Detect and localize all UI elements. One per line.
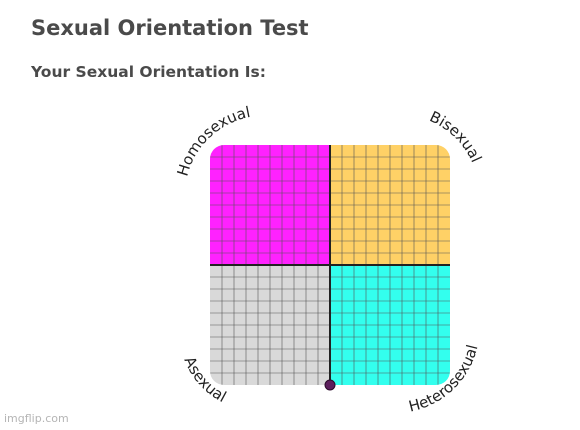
grid-lines — [210, 145, 450, 385]
result-heading: Your Sexual Orientation Is: — [31, 63, 266, 81]
result-marker — [324, 379, 336, 391]
page-title: Sexual Orientation Test — [31, 16, 309, 40]
watermark: imgflip.com — [4, 412, 69, 425]
